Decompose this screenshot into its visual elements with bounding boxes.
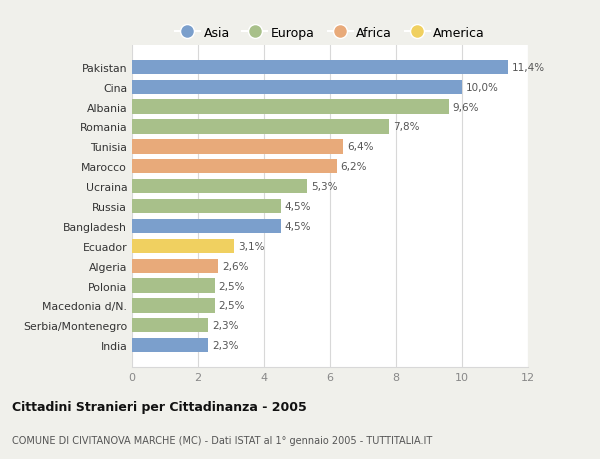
- Bar: [132, 319, 208, 333]
- Text: 4,5%: 4,5%: [284, 202, 311, 212]
- Text: 2,3%: 2,3%: [212, 321, 238, 330]
- Text: 2,6%: 2,6%: [222, 261, 248, 271]
- Text: 6,2%: 6,2%: [341, 162, 367, 172]
- Text: 2,5%: 2,5%: [218, 301, 245, 311]
- Bar: [132, 140, 343, 154]
- Bar: [132, 61, 508, 75]
- Bar: [132, 299, 215, 313]
- Bar: [132, 120, 389, 134]
- Bar: [132, 239, 235, 253]
- Text: 9,6%: 9,6%: [453, 102, 479, 112]
- Text: 5,3%: 5,3%: [311, 182, 337, 192]
- Text: COMUNE DI CIVITANOVA MARCHE (MC) - Dati ISTAT al 1° gennaio 2005 - TUTTITALIA.IT: COMUNE DI CIVITANOVA MARCHE (MC) - Dati …: [12, 435, 432, 445]
- Text: 11,4%: 11,4%: [512, 63, 545, 73]
- Bar: [132, 199, 281, 214]
- Text: 2,5%: 2,5%: [218, 281, 245, 291]
- Text: 4,5%: 4,5%: [284, 221, 311, 231]
- Bar: [132, 80, 462, 95]
- Text: 2,3%: 2,3%: [212, 341, 238, 350]
- Text: 6,4%: 6,4%: [347, 142, 374, 152]
- Bar: [132, 259, 218, 273]
- Text: 10,0%: 10,0%: [466, 83, 499, 92]
- Bar: [132, 219, 281, 234]
- Text: 7,8%: 7,8%: [394, 122, 420, 132]
- Bar: [132, 160, 337, 174]
- Bar: [132, 338, 208, 353]
- Bar: [132, 100, 449, 114]
- Legend: Asia, Europa, Africa, America: Asia, Europa, Africa, America: [170, 22, 490, 45]
- Bar: [132, 179, 307, 194]
- Bar: [132, 279, 215, 293]
- Text: 3,1%: 3,1%: [238, 241, 265, 251]
- Text: Cittadini Stranieri per Cittadinanza - 2005: Cittadini Stranieri per Cittadinanza - 2…: [12, 400, 307, 413]
